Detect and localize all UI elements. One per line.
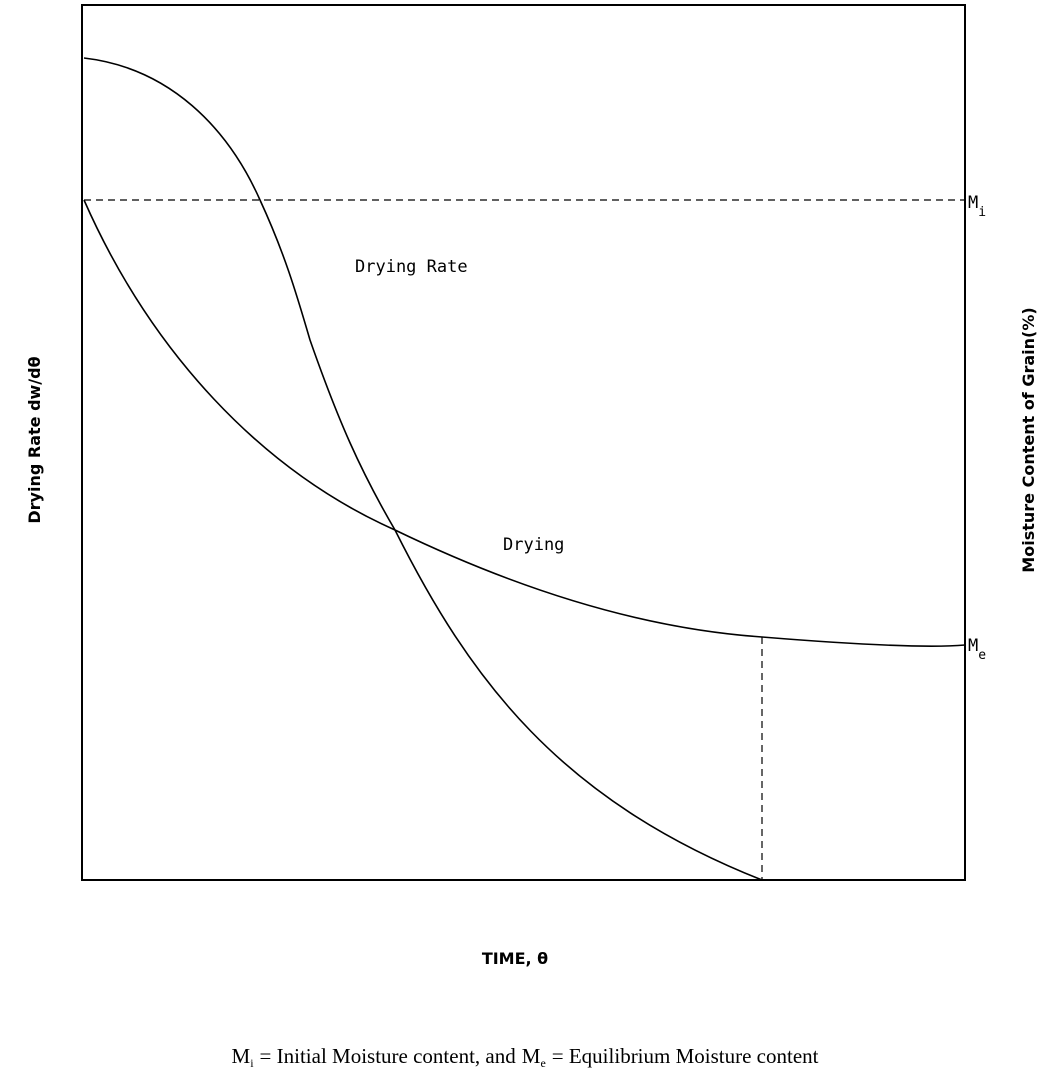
- symbol: M: [968, 193, 978, 213]
- symbol: M: [968, 636, 978, 656]
- caption-text: = Equilibrium Moisture content: [552, 1044, 819, 1068]
- curve-label: Drying: [503, 535, 564, 555]
- symbol: M: [232, 1044, 251, 1068]
- symbol: M: [522, 1044, 541, 1068]
- curve-label: Drying Rate: [355, 257, 468, 277]
- caption-text: = Initial Moisture content, and: [260, 1044, 517, 1068]
- x-axis-label: TIME, θ: [482, 949, 548, 968]
- subscript: e: [978, 648, 986, 663]
- subscript: e: [540, 1056, 545, 1070]
- subscript: i: [978, 205, 986, 220]
- right-axis-label: Moisture Content of Grain(%): [1019, 307, 1038, 572]
- me-label: Me: [968, 636, 986, 663]
- subscript: i: [250, 1056, 254, 1070]
- drying-rate-curve: [83, 57, 763, 881]
- mi-label: Mi: [968, 193, 986, 220]
- caption: Mi = Initial Moisture content, and Me = Equ…: [232, 1044, 819, 1070]
- left-axis-label: Drying Rate dw/dθ: [25, 356, 44, 523]
- drying-curve: [83, 199, 966, 647]
- plot-frame: [81, 4, 966, 881]
